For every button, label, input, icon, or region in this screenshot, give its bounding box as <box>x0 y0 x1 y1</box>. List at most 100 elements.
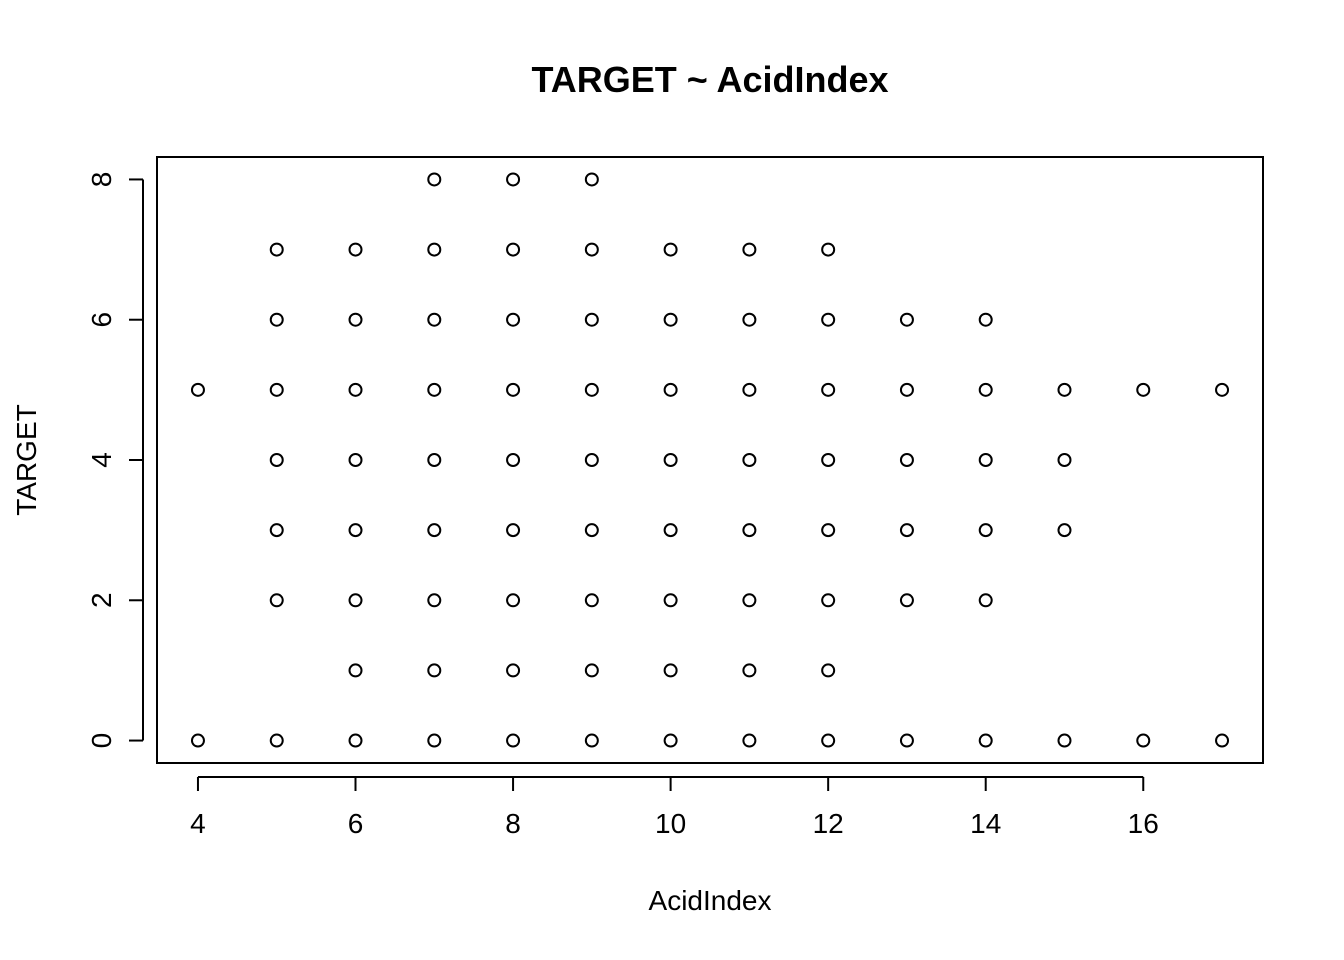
plot-frame <box>156 156 1264 764</box>
data-point <box>269 523 284 538</box>
data-point <box>427 312 442 327</box>
data-point <box>742 523 757 538</box>
x-tick-label: 4 <box>190 808 206 839</box>
x-tick-label: 12 <box>813 808 844 839</box>
data-point <box>663 733 678 748</box>
data-point <box>506 593 521 608</box>
data-point <box>584 312 599 327</box>
data-point <box>978 733 993 748</box>
data-point <box>348 593 363 608</box>
data-point <box>427 453 442 467</box>
data-point <box>269 312 284 327</box>
data-point <box>821 663 836 678</box>
data-points <box>190 172 1230 748</box>
data-point <box>978 523 993 538</box>
data-point <box>348 523 363 538</box>
data-point <box>742 382 757 397</box>
data-point <box>1057 382 1072 397</box>
data-point <box>899 382 914 397</box>
y-tick-label: 2 <box>86 592 117 608</box>
data-point <box>899 312 914 327</box>
data-point <box>978 382 993 397</box>
data-point <box>269 242 284 257</box>
x-tick-label: 8 <box>505 808 521 839</box>
y-tick-label: 6 <box>86 312 117 328</box>
data-point <box>427 382 442 397</box>
data-point <box>584 382 599 397</box>
data-point <box>899 733 914 748</box>
data-point <box>427 523 442 538</box>
data-point <box>269 453 284 467</box>
data-point <box>821 242 836 257</box>
data-point <box>742 453 757 467</box>
data-point <box>584 172 599 187</box>
data-point <box>584 242 599 257</box>
data-point <box>348 242 363 257</box>
data-point <box>821 382 836 397</box>
data-point <box>190 382 205 397</box>
data-point <box>506 312 521 327</box>
data-point <box>663 453 678 467</box>
data-point <box>821 453 836 467</box>
y-axis-label: TARGET <box>11 404 42 515</box>
data-point <box>742 242 757 257</box>
data-point <box>663 663 678 678</box>
data-point <box>348 382 363 397</box>
data-point <box>190 733 205 748</box>
data-point <box>348 733 363 748</box>
data-point <box>348 663 363 678</box>
data-point <box>899 453 914 467</box>
data-point <box>427 242 442 257</box>
data-point <box>663 593 678 608</box>
data-point <box>427 172 442 187</box>
x-tick-label: 14 <box>970 808 1001 839</box>
y-axis: 0 2 4 6 8 <box>86 172 144 748</box>
data-point <box>663 382 678 397</box>
data-point <box>506 382 521 397</box>
data-point <box>821 733 836 748</box>
data-point <box>269 593 284 608</box>
data-point <box>1215 733 1230 748</box>
x-tick-label: 10 <box>655 808 686 839</box>
data-point <box>899 593 914 608</box>
data-point <box>584 663 599 678</box>
data-point <box>663 312 678 327</box>
data-point <box>269 382 284 397</box>
data-point <box>506 663 521 678</box>
data-point <box>663 242 678 257</box>
y-tick-label: 4 <box>86 452 117 468</box>
data-point <box>1215 382 1230 397</box>
y-tick-label: 8 <box>86 172 117 188</box>
data-point <box>978 593 993 608</box>
data-point <box>1057 523 1072 538</box>
data-point <box>978 312 993 327</box>
x-tick-label: 6 <box>348 808 364 839</box>
data-point <box>742 733 757 748</box>
data-point <box>663 523 678 538</box>
data-point <box>742 663 757 678</box>
data-point <box>427 663 442 678</box>
data-point <box>269 733 284 748</box>
data-point <box>584 733 599 748</box>
data-point <box>1057 453 1072 467</box>
data-point <box>506 523 521 538</box>
data-point <box>978 453 993 467</box>
data-point <box>584 523 599 538</box>
data-point <box>584 453 599 467</box>
data-point <box>584 593 599 608</box>
data-point <box>506 733 521 748</box>
data-point <box>742 593 757 608</box>
data-point <box>348 312 363 327</box>
data-point <box>1136 733 1151 748</box>
data-point <box>742 312 757 327</box>
data-point <box>427 593 442 608</box>
chart-title: TARGET ~ AcidIndex <box>531 59 888 100</box>
x-axis-label: AcidIndex <box>649 885 772 916</box>
data-point <box>821 312 836 327</box>
data-point <box>1057 733 1072 748</box>
data-point <box>348 453 363 467</box>
data-point <box>899 523 914 538</box>
data-point <box>506 453 521 467</box>
data-point <box>1136 382 1151 397</box>
